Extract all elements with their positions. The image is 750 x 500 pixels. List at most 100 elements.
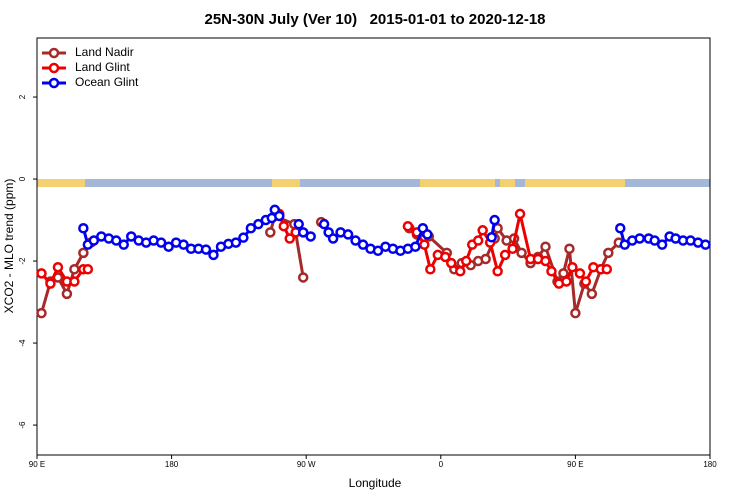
data-point <box>293 218 304 230</box>
data-point <box>82 264 94 275</box>
data-point <box>410 241 421 252</box>
y-tick-label: 0 <box>18 176 27 181</box>
data-point <box>603 247 614 259</box>
data-point <box>274 210 285 222</box>
x-tick-label: 0 <box>439 460 444 469</box>
data-point <box>656 239 668 250</box>
data-point <box>69 276 80 287</box>
data-point <box>446 257 457 269</box>
data-point <box>472 235 484 246</box>
x-axis-label: Longitude <box>349 476 402 490</box>
x-tick-label: 180 <box>165 460 179 469</box>
data-point <box>163 241 174 252</box>
series-line <box>268 213 305 278</box>
data-point <box>567 261 578 273</box>
series <box>78 204 711 261</box>
data-point <box>570 307 581 319</box>
data-point <box>61 288 73 300</box>
data-point <box>580 276 592 287</box>
data-point <box>372 245 384 257</box>
data-point <box>52 261 64 273</box>
data-point <box>111 235 122 246</box>
data-point <box>440 251 451 263</box>
data-point <box>36 307 47 319</box>
data-point <box>125 231 137 242</box>
data-point <box>489 214 500 226</box>
y-axis-label: XCO2 - MLO trend (ppm) <box>2 179 16 314</box>
data-point <box>480 253 491 265</box>
x-tick-label: 90 E <box>567 460 583 469</box>
land-strip <box>525 179 625 187</box>
data-point <box>601 264 613 275</box>
data-point <box>558 268 569 279</box>
data-point <box>69 264 80 275</box>
data-point <box>546 266 557 277</box>
data-point <box>540 241 551 252</box>
data-point <box>305 231 316 242</box>
data-point <box>477 225 488 236</box>
y-tick-label: -4 <box>18 339 27 347</box>
data-point <box>245 223 257 234</box>
data-point <box>284 233 295 244</box>
legend-label: Ocean Glint <box>75 75 139 89</box>
data-point <box>634 233 645 244</box>
data-point <box>486 232 497 243</box>
data-point <box>230 237 242 248</box>
data-point <box>342 229 354 240</box>
data-point <box>422 229 433 240</box>
data-point <box>297 227 309 238</box>
ocean-strip <box>37 179 710 187</box>
data-point <box>297 272 309 283</box>
data-point <box>499 249 511 261</box>
data-point <box>318 218 330 230</box>
y-tick-label: 2 <box>18 94 27 99</box>
data-point <box>649 235 660 246</box>
series <box>36 208 613 289</box>
data-point <box>253 218 264 230</box>
land-strip <box>37 179 85 187</box>
data-point <box>200 244 212 255</box>
legend-label: Land Nadir <box>75 45 134 59</box>
land-strip <box>272 179 300 187</box>
legend-marker <box>48 77 60 89</box>
data-point <box>586 288 598 300</box>
legend-marker <box>48 62 60 74</box>
data-point <box>78 223 89 234</box>
data-point <box>460 255 472 267</box>
x-tick-label: 90 E <box>29 460 45 469</box>
data-point <box>178 239 189 250</box>
data-point <box>574 268 586 279</box>
data-point <box>265 227 276 238</box>
data-point <box>45 278 56 289</box>
data-point <box>238 232 249 243</box>
data-point <box>357 239 369 250</box>
data-point <box>402 220 414 232</box>
data-point <box>36 268 47 279</box>
data-point <box>118 239 129 250</box>
data-point <box>700 239 711 250</box>
y-tick-label: -6 <box>18 421 27 429</box>
land-strip <box>420 179 495 187</box>
legend-label: Land Glint <box>75 60 130 74</box>
data-point <box>516 247 527 259</box>
data-point <box>492 266 503 277</box>
data-point <box>88 235 100 246</box>
data-point <box>208 249 219 261</box>
data-point <box>514 208 526 220</box>
data-point <box>561 276 572 287</box>
data-point <box>425 264 436 275</box>
data-point <box>540 255 551 267</box>
data-point <box>454 266 466 277</box>
data-point <box>278 220 290 232</box>
land-ocean-strip <box>37 179 710 187</box>
data-point <box>327 233 339 244</box>
data-point <box>419 239 430 250</box>
x-tick-label: 90 W <box>297 460 316 469</box>
data-point <box>615 223 626 234</box>
y-tick-label: -2 <box>18 257 27 265</box>
land-strip <box>500 179 515 187</box>
legend-marker <box>48 47 60 59</box>
